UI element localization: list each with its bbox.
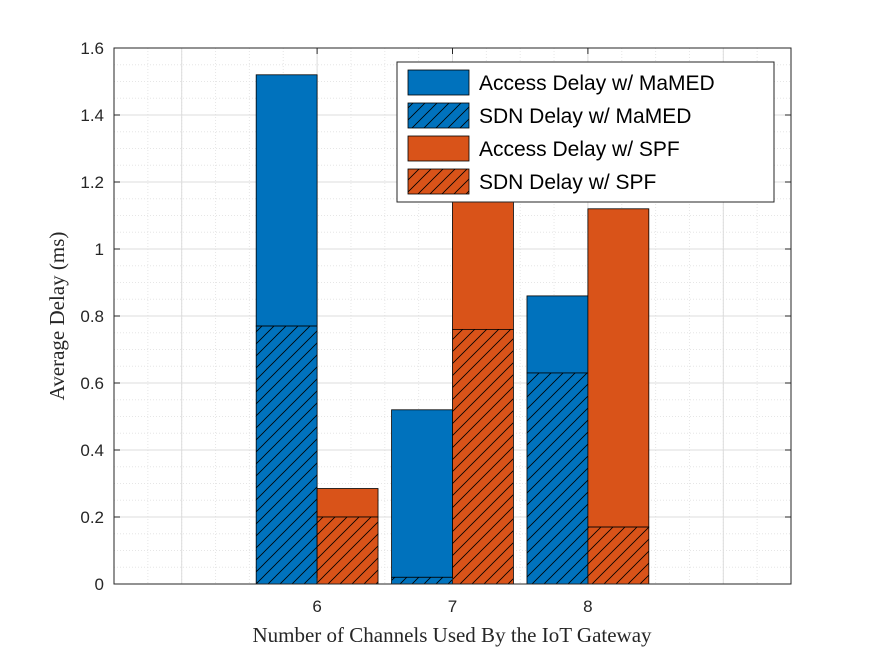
bar-access-delay-spf bbox=[316, 488, 379, 518]
y-tick-label: 0.6 bbox=[80, 374, 104, 393]
legend-swatch-hatch bbox=[408, 103, 469, 128]
y-tick-label: 1 bbox=[95, 240, 104, 259]
x-tick-label: 7 bbox=[448, 597, 457, 616]
y-axis-title: Average Delay (ms) bbox=[45, 232, 69, 401]
legend-label: Access Delay w/ SPF bbox=[479, 138, 680, 161]
bars bbox=[255, 74, 650, 585]
bar-sdn-hatch-mamed bbox=[256, 326, 318, 584]
y-tick-label: 1.2 bbox=[80, 173, 104, 192]
bar-access-delay-spf bbox=[587, 208, 650, 528]
legend-label: SDN Delay w/ MaMED bbox=[479, 105, 691, 128]
x-tick-label: 8 bbox=[583, 597, 592, 616]
bar-sdn-hatch-mamed bbox=[526, 372, 588, 584]
bar-access-delay-mamed bbox=[255, 74, 318, 327]
legend-swatch bbox=[407, 69, 470, 96]
bar-access-delay-mamed bbox=[391, 409, 453, 578]
bar-sdn-hatch-spf bbox=[317, 517, 379, 584]
bar-sdn-hatch-spf bbox=[587, 527, 649, 584]
y-tick-label: 0.2 bbox=[80, 508, 104, 527]
bar-access-delay-mamed bbox=[526, 295, 589, 374]
y-tick-label: 1.4 bbox=[80, 106, 104, 125]
legend-label: Access Delay w/ MaMED bbox=[479, 72, 715, 95]
y-tick-label: 0 bbox=[95, 575, 104, 594]
y-tick-label: 0.8 bbox=[80, 307, 104, 326]
bar-sdn-hatch-mamed bbox=[391, 577, 453, 584]
y-tick-label: 1.6 bbox=[80, 39, 104, 58]
legend-label: SDN Delay w/ SPF bbox=[479, 171, 656, 194]
x-axis-title: Number of Channels Used By the IoT Gatew… bbox=[252, 623, 652, 647]
legend-swatch-hatch bbox=[408, 169, 469, 194]
legend: Access Delay w/ MaMED SDN Delay w/ MaMED A… bbox=[396, 61, 775, 203]
ticks: 0 0.2 0.4 0.6 0.8 1 1.2 1.4 1.6 6 7 8 bbox=[80, 39, 791, 616]
legend-swatch bbox=[407, 135, 470, 162]
y-tick-label: 0.4 bbox=[80, 441, 104, 460]
bar-sdn-hatch-spf bbox=[452, 329, 514, 584]
x-tick-label: 6 bbox=[312, 597, 321, 616]
